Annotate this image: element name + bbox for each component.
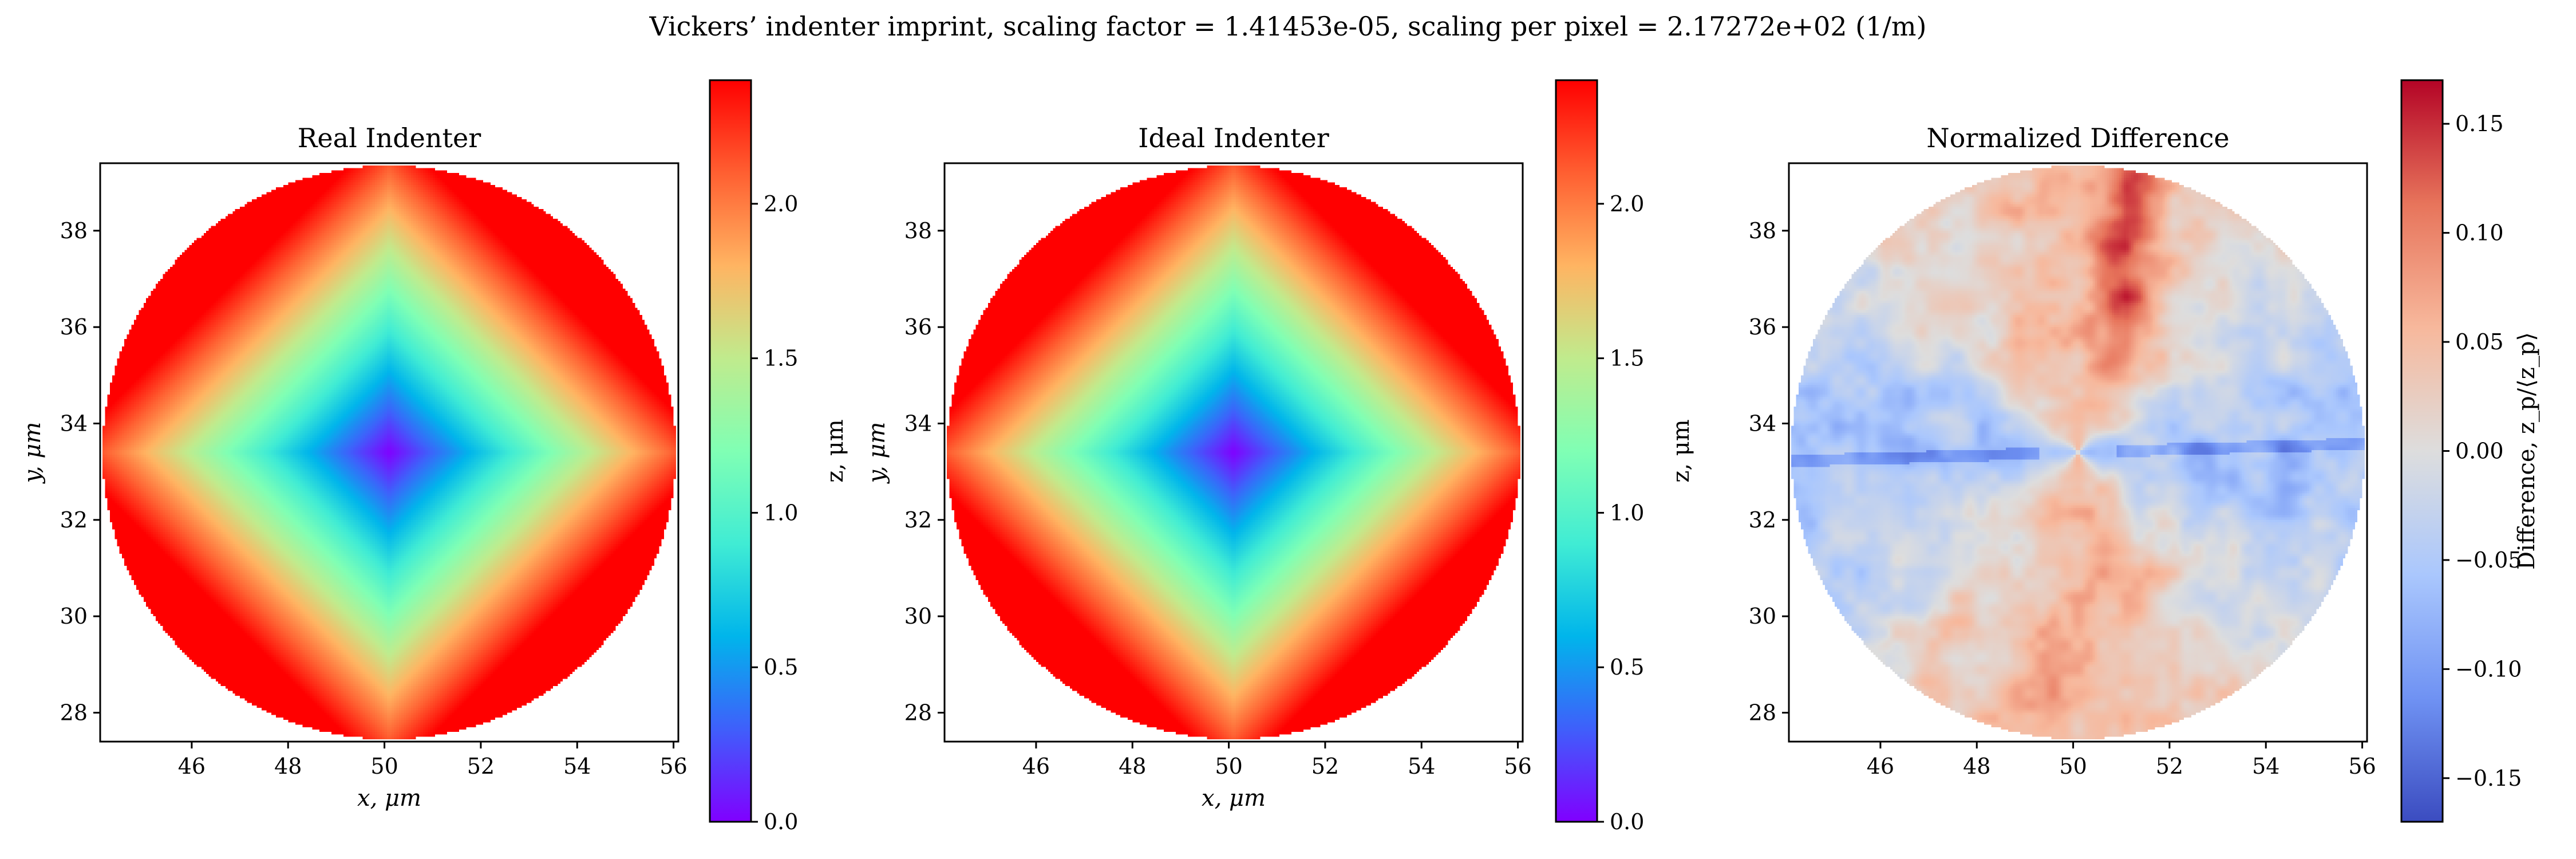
x-tick-label: 50	[370, 754, 398, 779]
colorbar-tick-label: 2.0	[764, 191, 798, 216]
colorbar-label: z, μm	[822, 419, 848, 482]
colorbar-tick-label: −0.10	[2455, 656, 2522, 681]
x-tick-label: 52	[1311, 754, 1339, 779]
figure-title: Vickers’ indenter imprint, scaling facto…	[649, 11, 1927, 42]
y-axis-label: y, μm	[19, 422, 46, 484]
x-tick-label: 48	[274, 754, 302, 779]
y-tick-label: 34	[904, 411, 932, 436]
colorbar-label: Difference, z_p/⟨z_p⟩	[2514, 332, 2540, 570]
y-tick-label: 36	[60, 314, 88, 340]
y-tick-label: 34	[60, 411, 88, 436]
y-tick-label: 32	[1749, 507, 1776, 533]
y-tick-label: 30	[60, 604, 88, 629]
colorbar	[710, 80, 751, 822]
colorbar-tick-label: 1.0	[1610, 500, 1644, 525]
colorbar	[1556, 80, 1597, 822]
y-tick-label: 28	[904, 700, 932, 726]
panel-2: Ideal Indenter 46 48 50 52 54 56 28 30 32 34 36 38 x,…	[864, 79, 1694, 834]
x-tick-label: 48	[1963, 754, 1990, 779]
colorbar-tick-label: 0.15	[2455, 111, 2504, 136]
heatmap-image	[100, 163, 678, 742]
colorbar-frame	[709, 79, 752, 823]
y-tick-label: 32	[904, 507, 932, 533]
colorbar-tick-label: 0.5	[1610, 655, 1644, 680]
x-tick-label: 56	[2348, 754, 2376, 779]
x-axis-label: x, μm	[357, 785, 421, 811]
y-tick-label: 38	[60, 218, 88, 243]
colorbar-tick-label: 2.0	[1610, 191, 1644, 216]
colorbar-tick-label: 0.00	[2455, 439, 2504, 464]
x-tick-label: 50	[2059, 754, 2087, 779]
panel-3: Normalized Difference 46 48 50 52 54 56 28 30 32 3…	[1749, 79, 2540, 823]
x-tick-label: 54	[563, 754, 591, 779]
colorbar-tick-label: 0.10	[2455, 220, 2504, 246]
axes-frame	[943, 162, 1524, 743]
colorbar-tick-label: −0.15	[2455, 766, 2522, 791]
x-tick-label: 54	[2252, 754, 2279, 779]
x-tick-label: 48	[1119, 754, 1146, 779]
y-tick-label: 36	[1749, 314, 1776, 340]
x-tick-label: 56	[659, 754, 687, 779]
colorbar-tick-label: 0.05	[2455, 329, 2504, 354]
colorbar-label: z, μm	[1668, 419, 1694, 482]
colorbar-tick-label: 0.0	[1610, 809, 1644, 834]
y-tick-label: 34	[1749, 411, 1776, 436]
y-tick-label: 38	[904, 218, 932, 243]
colorbar	[2401, 80, 2443, 822]
y-tick-label: 30	[1749, 604, 1776, 629]
y-tick-label: 30	[904, 604, 932, 629]
x-tick-label: 46	[1022, 754, 1050, 779]
y-tick-label: 28	[60, 700, 88, 726]
x-tick-label: 46	[1867, 754, 1894, 779]
panel-title: Normalized Difference	[1926, 123, 2229, 153]
colorbar-tick-label: 1.5	[764, 346, 798, 371]
y-tick-label: 32	[60, 507, 88, 533]
y-tick-label: 38	[1749, 218, 1776, 243]
y-axis-label: y, μm	[864, 422, 890, 484]
x-axis-label: x, μm	[1202, 785, 1266, 811]
colorbar-tick-label: 1.5	[1610, 346, 1644, 371]
x-tick-label: 56	[1504, 754, 1531, 779]
panel-title: Real Indenter	[298, 123, 481, 153]
heatmap-image	[945, 163, 1523, 742]
x-tick-label: 52	[467, 754, 495, 779]
y-tick-label: 36	[904, 314, 932, 340]
colorbar-frame	[1555, 79, 1598, 823]
panel-1: Real Indenter 46 48 50 52 54 56 28 30 32 34 36 38 x, …	[19, 79, 848, 834]
colorbar-tick-label: −0.05	[2455, 547, 2522, 573]
panel-title: Ideal Indenter	[1138, 123, 1329, 153]
heatmap-image	[1789, 163, 2367, 742]
x-tick-label: 52	[2156, 754, 2183, 779]
x-tick-label: 50	[1215, 754, 1242, 779]
colorbar-tick-label: 0.0	[764, 809, 798, 834]
x-tick-label: 54	[1408, 754, 1435, 779]
axes-frame	[99, 162, 679, 743]
colorbar-tick-label: 1.0	[764, 500, 798, 525]
y-tick-label: 28	[1749, 700, 1776, 726]
colorbar-tick-label: 0.5	[764, 655, 798, 680]
axes-frame	[1788, 162, 2368, 743]
x-tick-label: 46	[178, 754, 206, 779]
